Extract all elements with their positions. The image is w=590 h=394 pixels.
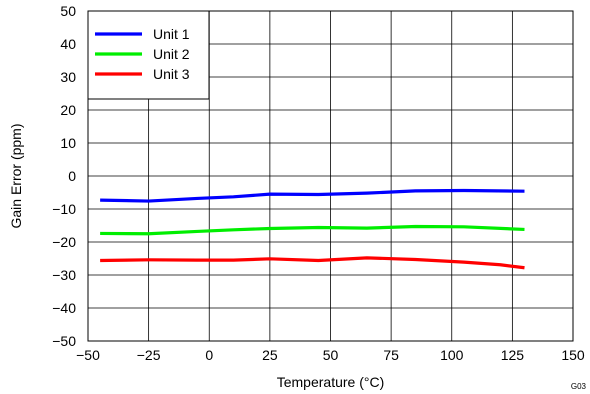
grid [87, 10, 574, 342]
x-tick-label: 75 [383, 347, 399, 363]
y-tick-label: 10 [60, 135, 76, 151]
y-tick-labels: −50 −40 −30 −20 −10 0 10 20 30 40 50 [52, 3, 76, 349]
plot-frame [87, 10, 574, 342]
figure-id: G03 [571, 382, 587, 391]
legend-label: Unit 2 [153, 46, 190, 62]
legend-label: Unit 3 [153, 66, 190, 82]
x-tick-label: 25 [262, 347, 278, 363]
x-tick-label: 100 [440, 347, 464, 363]
x-tick-label: 150 [561, 347, 585, 363]
y-tick-label: −40 [52, 300, 76, 316]
x-tick-labels: −50 −25 0 25 50 75 100 125 150 [76, 347, 585, 363]
y-tick-label: −30 [52, 267, 76, 283]
legend-label: Unit 1 [153, 26, 190, 42]
x-tick-label: 125 [501, 347, 525, 363]
x-axis-label: Temperature (°C) [277, 374, 385, 390]
y-tick-label: 0 [68, 168, 76, 184]
y-tick-label: 50 [60, 3, 76, 19]
y-tick-label: −10 [52, 201, 76, 217]
x-tick-label: 0 [205, 347, 213, 363]
x-tick-label: 50 [323, 347, 339, 363]
x-tick-label: −50 [76, 347, 100, 363]
series-line-unit-1 [100, 188, 525, 203]
series-lines [100, 188, 525, 270]
y-tick-label: 40 [60, 36, 76, 52]
legend: Unit 1 Unit 2 Unit 3 [87, 10, 210, 100]
y-axis-label: Gain Error (ppm) [8, 123, 24, 228]
y-tick-label: 30 [60, 69, 76, 85]
x-tick-label: −25 [137, 347, 161, 363]
series-line-unit-3 [100, 256, 525, 270]
series-line-unit-2 [100, 224, 525, 236]
y-tick-label: 20 [60, 102, 76, 118]
y-tick-label: −20 [52, 234, 76, 250]
y-tick-label: −50 [52, 333, 76, 349]
